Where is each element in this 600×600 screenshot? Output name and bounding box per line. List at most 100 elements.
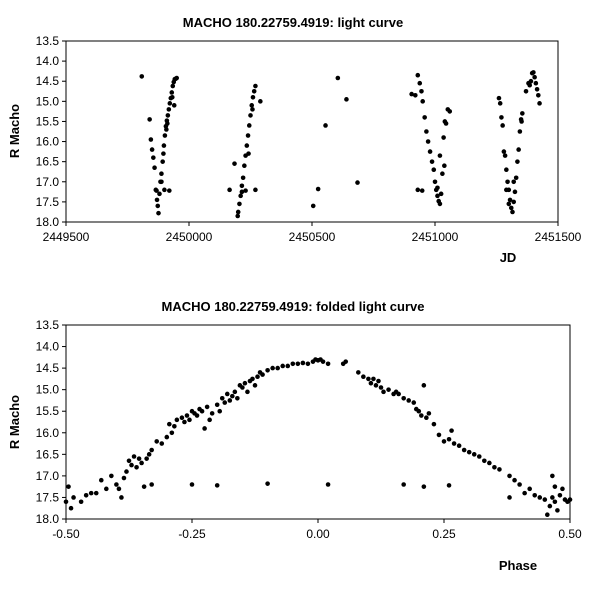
light-curve-data-point [435, 193, 440, 199]
folded-light-curve-data-point [550, 473, 555, 479]
light-curve-data-point [323, 123, 328, 128]
folded-light-curve-data-point [416, 408, 422, 414]
light-curve-data-point [250, 107, 255, 112]
folded-light-curve-data-point [224, 391, 230, 397]
folded-light-curve-data-point [109, 473, 114, 479]
light-curve-data-point [420, 99, 426, 104]
light-curve-data-point [500, 123, 505, 128]
folded-light-curve-data-point [131, 454, 137, 459]
folded-light-curve-data-point [482, 458, 487, 464]
folded-light-curve-y-tick-label: 18.0 [36, 512, 60, 526]
folded-light-curve-data-point [371, 376, 376, 382]
folded-light-curve-data-point [567, 497, 573, 502]
light-curve-data-point [507, 197, 513, 203]
folded-light-curve-data-point [154, 439, 160, 444]
light-curve-data-point [156, 210, 161, 216]
folded-light-curve-data-point [471, 452, 477, 457]
folded-light-curve-data-point [476, 454, 482, 459]
light-curve-data-point [518, 117, 524, 122]
light-curve-data-point [243, 188, 248, 193]
light-curve-data-point [413, 93, 418, 98]
light-curve-data-point [154, 188, 159, 193]
folded-light-curve-y-tick-label: 13.5 [36, 318, 60, 332]
folded-light-curve-data-point [343, 359, 349, 364]
light-curve-data-point [240, 175, 246, 181]
folded-light-curve-data-point [368, 380, 374, 386]
light-curve-data-point [516, 147, 521, 152]
folded-light-curve-data-point [83, 492, 89, 498]
folded-light-curve-data-point [421, 383, 427, 388]
folded-light-curve-data-point [265, 481, 270, 486]
light-curve-data-point [162, 187, 167, 193]
folded-light-curve-data-point [547, 503, 553, 509]
folded-light-curve-data-point [121, 475, 127, 481]
light-curve-data-point [147, 117, 152, 122]
light-curve-data-point [419, 188, 425, 193]
folded-light-curve-data-point [401, 395, 406, 401]
folded-light-curve-data-point [419, 413, 424, 418]
light-curve-y-tick-label: 16.0 [36, 135, 60, 149]
light-curve-data-point [512, 189, 518, 195]
light-curve-data-point [409, 91, 414, 97]
light-curve-data-point [425, 139, 431, 144]
folded-light-curve-data-point [214, 483, 220, 488]
light-curve-data-point [167, 101, 173, 106]
folded-light-curve-data-point [550, 495, 555, 500]
light-curve-y-tick-label: 18.0 [36, 215, 60, 229]
light-curve-data-point [167, 188, 172, 193]
folded-light-curve-x-tick-label: 0.25 [432, 527, 456, 541]
folded-light-curve-y-tick-label: 15.0 [36, 383, 60, 397]
light-curve-data-point [237, 201, 242, 207]
folded-light-curve-data-point [172, 424, 177, 429]
folded-light-curve-data-point [167, 421, 172, 427]
light-curve-data-point [227, 187, 232, 193]
light-curve-data-point [335, 75, 341, 81]
light-curve-data-point [431, 167, 437, 173]
folded-light-curve-data-point [325, 361, 331, 367]
folded-light-curve-data-point [136, 456, 142, 461]
folded-light-curve-data-point [265, 367, 270, 373]
folded-light-curve-data-point [219, 395, 225, 401]
folded-light-curve-data-point [207, 417, 212, 423]
folded-light-curve-data-point [141, 484, 147, 489]
folded-light-curve-data-point [527, 486, 532, 492]
light-curve-data-point [497, 101, 503, 106]
light-curve-data-point [437, 201, 443, 207]
light-curve-data-point [151, 155, 156, 160]
light-curve-data-point [232, 161, 237, 166]
folded-light-curve-y-axis-label: R Macho [7, 395, 22, 449]
folded-light-curve-data-point [78, 499, 84, 505]
light-curve-data-point [502, 153, 508, 158]
light-curve-data-point [344, 97, 349, 102]
light-curve-data-point [496, 95, 502, 101]
light-curve-data-point [432, 179, 438, 185]
folded-light-curve-data-point [129, 462, 134, 468]
folded-light-curve-data-point [512, 477, 517, 483]
folded-light-curve-data-point [456, 443, 462, 449]
light-curve-data-point [154, 197, 160, 203]
light-curve-data-point [508, 205, 514, 211]
folded-light-curve-data-point [164, 434, 170, 440]
light-curve-data-point [415, 187, 421, 193]
light-curve-data-point [155, 203, 161, 209]
folded-light-curve-data-point [230, 393, 235, 399]
folded-light-curve-data-point [217, 408, 223, 414]
light-curve-data-point [443, 121, 449, 126]
light-curve-data-point [527, 82, 533, 88]
light-curve-data-point [246, 151, 251, 156]
folded-light-curve-plot-area [65, 324, 571, 520]
light-curve-data-point [171, 103, 177, 108]
folded-light-curve-y-tick-label: 14.5 [36, 361, 60, 375]
light-curve-y-axis-label: R Macho [7, 104, 22, 158]
light-curve-data-point [165, 121, 170, 126]
folded-light-curve-data-point [119, 495, 124, 500]
light-curve-data-point [148, 137, 154, 142]
light-curve-data-point [162, 133, 168, 138]
folded-light-curve-data-point [537, 495, 543, 500]
light-curve-data-point [532, 74, 537, 80]
folded-light-curve-data-point [202, 426, 207, 431]
folded-light-curve-data-point [436, 432, 442, 438]
light-curve-data-point [422, 115, 427, 120]
light-curve-data-point [441, 135, 446, 140]
folded-light-curve-data-point [446, 483, 452, 488]
